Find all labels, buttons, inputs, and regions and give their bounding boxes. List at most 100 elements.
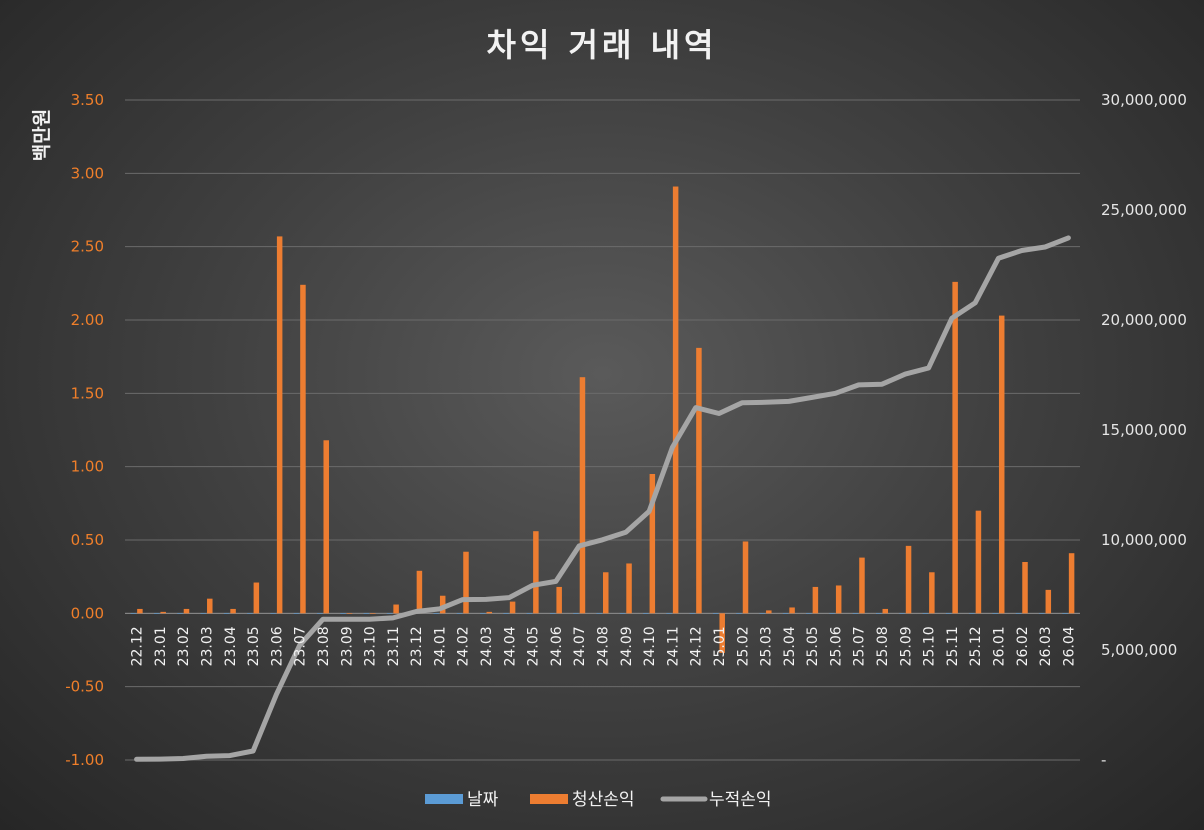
- x-tick-label: 26.03: [1038, 626, 1054, 666]
- date-bar: [153, 613, 160, 614]
- cumulative-pnl-line: [134, 235, 1071, 762]
- pnl-bar: [812, 586, 819, 614]
- gridlines: [125, 99, 1080, 761]
- x-tick-label: 23.06: [269, 626, 285, 666]
- pnl-bar: [556, 586, 562, 614]
- x-tick-label: 23.04: [223, 626, 239, 666]
- x-tick-label: 25.08: [875, 626, 891, 666]
- chart-title: 차익 거래 내역: [487, 26, 718, 64]
- pnl-bar: [649, 474, 656, 614]
- right-axis-ticks: 30,000,000 25,000,000 20,000,000 15,000,000…: [1101, 91, 1187, 769]
- pnl-bar: [929, 572, 935, 614]
- x-tick-label: 23.08: [316, 626, 332, 666]
- pnl-bar: [696, 347, 702, 614]
- pnl-bar: [975, 510, 982, 614]
- cumulative-line: [134, 235, 1071, 762]
- legend: 날짜 청산손익 누적손익: [425, 790, 772, 810]
- pnl-bar: [719, 613, 725, 653]
- pnl-bar: [835, 585, 842, 614]
- right-tick-label: 20,000,000: [1101, 311, 1187, 329]
- date-bar: [549, 613, 556, 614]
- date-bar: [992, 613, 998, 614]
- x-tick-label: 25.09: [898, 626, 914, 666]
- date-bar: [829, 613, 835, 614]
- legend-label: 청산손익: [572, 790, 635, 810]
- date-bar: [293, 613, 300, 614]
- date-bar: [596, 613, 602, 614]
- pnl-bar: [160, 611, 166, 614]
- pnl-bar: [626, 563, 632, 614]
- date-bar: [643, 613, 649, 614]
- pnl-bar: [1022, 562, 1028, 614]
- date-bar: [782, 613, 789, 614]
- x-tick-label: 24.01: [433, 626, 449, 666]
- pnl-bar: [183, 608, 190, 614]
- date-bar: [316, 613, 323, 614]
- date-bar: [806, 613, 812, 614]
- pnl-bar: [439, 595, 446, 614]
- date-bar: [736, 613, 742, 614]
- x-tick-label: 26.01: [992, 626, 1008, 666]
- pnl-bar: [789, 607, 795, 614]
- right-tick-label: -: [1101, 751, 1106, 769]
- y-axis-label: 백만원: [31, 109, 53, 161]
- left-tick-label: 1.00: [71, 458, 104, 476]
- left-tick-label: 2.50: [71, 238, 104, 256]
- right-tick-label: 15,000,000: [1101, 421, 1187, 439]
- date-bar: [969, 613, 975, 614]
- x-axis-ticks: 22.12 23.01 23.02 23.03 23.04 23.05 23.06 23.07…: [130, 626, 1078, 666]
- pnl-bar: [370, 613, 376, 614]
- pnl-bar: [393, 604, 399, 614]
- left-tick-label: 0.50: [71, 531, 104, 549]
- x-tick-label: 24.07: [572, 626, 588, 666]
- x-tick-label: 23.09: [339, 626, 355, 666]
- pnl-bar: [137, 608, 143, 614]
- x-tick-label: 24.08: [596, 626, 612, 666]
- date-bar: [223, 613, 230, 614]
- date-bar: [503, 613, 509, 614]
- pnl-bar: [766, 610, 772, 614]
- pnl-bar: [323, 440, 329, 614]
- pnl-bar: [509, 601, 516, 614]
- date-bar: [1039, 613, 1045, 614]
- date-bar: [759, 613, 766, 614]
- left-tick-label: -0.50: [65, 678, 104, 696]
- x-tick-label: 23.07: [293, 626, 309, 666]
- date-bar: [456, 613, 463, 614]
- x-tick-label: 24.10: [642, 626, 658, 666]
- legend-label: 날짜: [467, 790, 499, 810]
- pnl-bar: [300, 284, 306, 614]
- pnl-bar: [905, 545, 912, 614]
- date-bar: [177, 613, 183, 614]
- x-tick-label: 24.05: [526, 626, 542, 666]
- x-tick-label: 23.10: [363, 626, 379, 666]
- left-tick-label: 0.00: [71, 604, 104, 622]
- x-tick-label: 23.12: [409, 626, 425, 666]
- date-bar: [200, 613, 207, 614]
- right-tick-label: 5,000,000: [1101, 641, 1177, 659]
- date-bar: [899, 613, 905, 614]
- x-tick-label: 26.04: [1061, 626, 1077, 666]
- x-tick-label: 25.05: [805, 626, 821, 666]
- date-bar: [922, 613, 929, 614]
- date-bar: [666, 613, 672, 614]
- x-tick-label: 24.11: [665, 626, 681, 666]
- x-tick-label: 23.01: [153, 626, 169, 666]
- date-bar: [876, 613, 882, 614]
- x-tick-label: 24.04: [502, 626, 518, 666]
- left-tick-label: 3.00: [71, 164, 104, 182]
- x-tick-label: 23.03: [200, 626, 216, 666]
- bars: [130, 186, 1075, 653]
- pnl-bar: [463, 551, 469, 614]
- date-bar: [433, 613, 439, 614]
- right-tick-label: 10,000,000: [1101, 531, 1187, 549]
- x-tick-label: 25.10: [922, 626, 938, 666]
- left-tick-label: 1.50: [71, 384, 104, 402]
- right-tick-label: 25,000,000: [1101, 201, 1187, 219]
- x-tick-label: 23.11: [386, 626, 402, 666]
- left-tick-label: 2.00: [71, 311, 104, 329]
- pnl-bar: [1068, 553, 1075, 614]
- pnl-bar: [859, 557, 865, 614]
- x-tick-label: 23.05: [246, 626, 262, 666]
